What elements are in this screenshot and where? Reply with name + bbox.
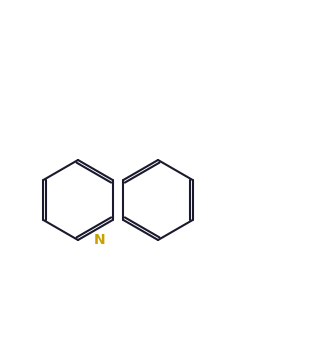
Text: N: N: [94, 233, 106, 247]
